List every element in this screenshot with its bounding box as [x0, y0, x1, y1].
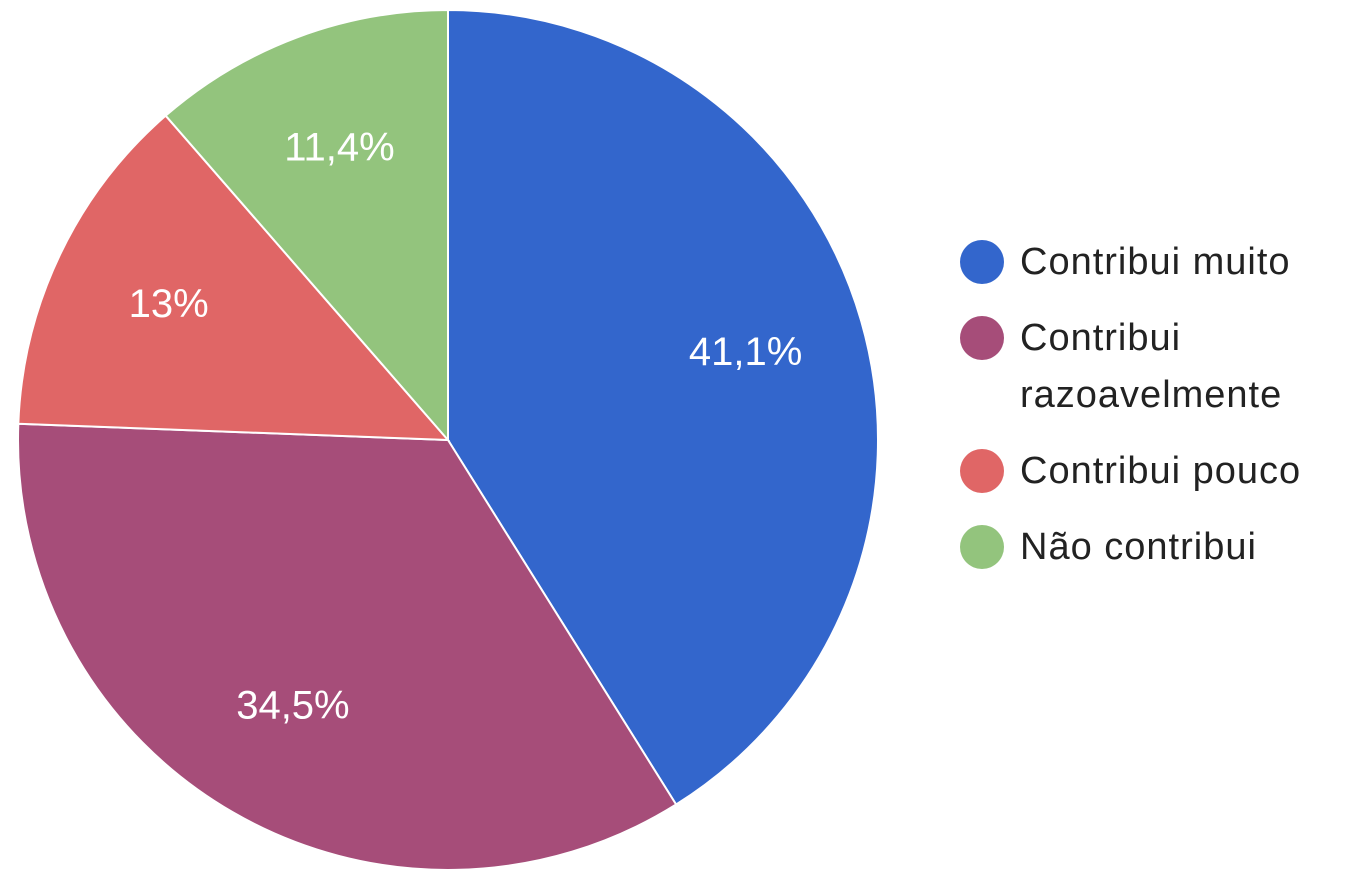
data-label: 13%	[129, 282, 209, 326]
legend-item: Contribui razoavelmente	[960, 310, 1355, 424]
data-label: 34,5%	[236, 684, 349, 728]
legend-swatch	[960, 240, 1004, 284]
legend-item: Não contribui	[960, 519, 1355, 576]
legend-item: Contribui pouco	[960, 443, 1355, 500]
legend-swatch	[960, 525, 1004, 569]
pie-slice	[17, 422, 678, 871]
legend-label: Contribui muito	[1020, 241, 1291, 283]
data-label: 41,1%	[689, 330, 802, 374]
legend: Contribui muito Contribui razoavelmente Co…	[960, 234, 1355, 576]
legend-item: Contribui muito	[960, 234, 1355, 291]
chart: 41,1% 34,5% 13% 11,4%	[17, 8, 879, 871]
legend-swatch	[960, 316, 1004, 360]
legend-swatch	[960, 449, 1004, 493]
legend-label: Contribui pouco	[1020, 450, 1302, 492]
pie-slice	[447, 8, 879, 806]
pie-slice	[164, 8, 449, 443]
legend-label: Não contribui	[1020, 526, 1257, 568]
data-label: 11,4%	[284, 126, 394, 170]
pie-slice	[17, 114, 451, 442]
legend-label: Contribui razoavelmente	[1020, 317, 1283, 416]
